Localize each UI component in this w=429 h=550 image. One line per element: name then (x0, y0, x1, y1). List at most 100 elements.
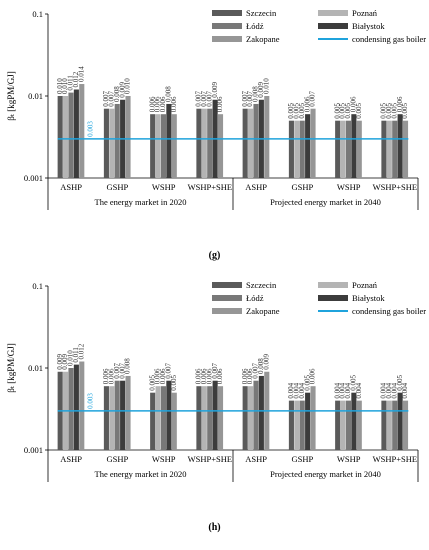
bar-d (160, 114, 167, 178)
bar-d (345, 400, 352, 450)
bar-value-label: 0.004 (390, 382, 398, 398)
bar-value-label: 0.005 (333, 102, 341, 118)
bar-value-label: 0.006 (396, 96, 404, 112)
bar-biaystok (73, 364, 79, 450)
bar-value-label: 0.005 (390, 102, 398, 118)
bar-value-label: 0.004 (298, 382, 306, 398)
bar-zakopane (217, 386, 224, 450)
legend-label: Białystok (352, 21, 385, 31)
bar-d (160, 386, 167, 450)
bar-value-label: 0.006 (195, 368, 203, 384)
legend-label: Poznań (352, 280, 378, 290)
bar-value-label: 0.009 (61, 354, 69, 370)
bar-pozna (155, 114, 161, 178)
bar-value-label: 0.005 (344, 102, 352, 118)
x-tick-label: ASHP (60, 454, 82, 464)
chart-panel-h: 0.1 0.01 0.001 βₜ [kgPM/GJ] 0.009 0.009 0.010 0… (0, 272, 429, 540)
bar-value-label: 0.006 (216, 368, 224, 384)
y-axis-label: βₜ [kgPM/GJ] (6, 343, 16, 393)
group-label: The energy market in 2020 (95, 469, 187, 479)
bar-value-label: 0.014 (77, 66, 85, 82)
bar-d (299, 400, 305, 450)
x-tick-label: WSHP (152, 182, 176, 192)
x-tick-label: GSHP (107, 182, 129, 192)
bar-pozna (340, 400, 346, 450)
group-label: Projected energy market in 2040 (270, 469, 381, 479)
bar-biaystok (351, 114, 357, 178)
panel-label-g: (g) (208, 250, 221, 261)
bar-value-label: 0.006 (303, 96, 311, 112)
bar-d (392, 120, 398, 178)
legend-label: Łódź (246, 21, 264, 31)
panel-label-h: (h) (208, 522, 221, 533)
bar-value-label: 0.004 (380, 382, 388, 398)
bar-value-label: 0.011 (67, 75, 75, 91)
bar-pozna (63, 96, 69, 178)
bar-pozna (201, 386, 207, 450)
bar-value-label: 0.010 (61, 78, 69, 94)
bar-pozna (386, 120, 392, 178)
bar-value-label: 0.007 (102, 90, 110, 106)
bar-value-label: 0.005 (170, 374, 178, 390)
bar-zakopane (356, 120, 362, 178)
bar-value-label: 0.008 (124, 358, 132, 374)
legend-label: Poznań (352, 8, 378, 18)
bar-szczecin (288, 400, 294, 450)
bar-d (207, 108, 213, 178)
bar-value-label: 0.008 (252, 86, 260, 102)
reference-line-label: 0.003 (87, 121, 95, 137)
bar-value-label: 0.009 (262, 354, 270, 370)
x-tick-label: WSHP (337, 454, 361, 464)
bar-value-label: 0.005 (148, 374, 156, 390)
legend-label: Szczecin (246, 8, 277, 18)
bar-value-label: 0.005 (303, 374, 311, 390)
legend-label: Zakopane (246, 306, 280, 316)
bar-value-label: 0.004 (339, 382, 347, 398)
bar-value-label: 0.008 (165, 86, 173, 102)
bar-value-label: 0.010 (124, 78, 132, 94)
x-tick-label: ASHP (245, 182, 267, 192)
y-tick-label: 0.01 (28, 363, 43, 373)
group-label: The energy market in 2020 (95, 197, 187, 207)
legend-swatch (212, 295, 242, 301)
bar-d (345, 120, 352, 178)
bar-value-label: 0.004 (287, 382, 295, 398)
legend-label: condensing gas boiler (352, 34, 426, 44)
bar-value-label: 0.006 (241, 368, 249, 384)
bar-value-label: 0.010 (56, 78, 64, 94)
bar-pozna (294, 120, 300, 178)
bar-biaystok (397, 114, 403, 178)
bar-value-label: 0.009 (211, 82, 219, 98)
x-tick-label: GSHP (107, 454, 129, 464)
bar-biaystok (305, 114, 311, 178)
bar-pozna (248, 386, 254, 450)
bar-value-label: 0.005 (287, 102, 295, 118)
bar-value-label: 0.005 (396, 374, 404, 390)
bar-pozna (248, 108, 254, 178)
reference-line-label: 0.003 (87, 393, 95, 409)
bar-value-label: 0.006 (154, 96, 162, 112)
bar-pozna (340, 120, 346, 178)
bar-value-label: 0.007 (241, 90, 249, 106)
bar-szczecin (150, 392, 156, 450)
bar-biaystok (212, 380, 218, 450)
bar-d (114, 103, 120, 178)
bar-pozna (109, 386, 115, 450)
bar-value-label: 0.006 (154, 368, 162, 384)
x-tick-label: WSHP+SHE (188, 454, 232, 464)
x-tick-label: WSHP+SHE (373, 454, 417, 464)
bar-szczecin (335, 120, 341, 178)
x-tick-label: WSHP (337, 182, 361, 192)
bar-biaystok (166, 103, 172, 178)
x-tick-label: GSHP (292, 182, 314, 192)
bar-value-label: 0.011 (72, 347, 80, 363)
bar-value-label: 0.006 (107, 368, 115, 384)
bar-d (207, 386, 213, 450)
bar-pozna (109, 108, 115, 178)
y-tick-label: 0.001 (24, 445, 43, 455)
bar-value-label: 0.005 (339, 102, 347, 118)
bar-zakopane (171, 114, 177, 178)
bar-zakopane (402, 400, 409, 450)
legend-swatch (318, 10, 348, 16)
